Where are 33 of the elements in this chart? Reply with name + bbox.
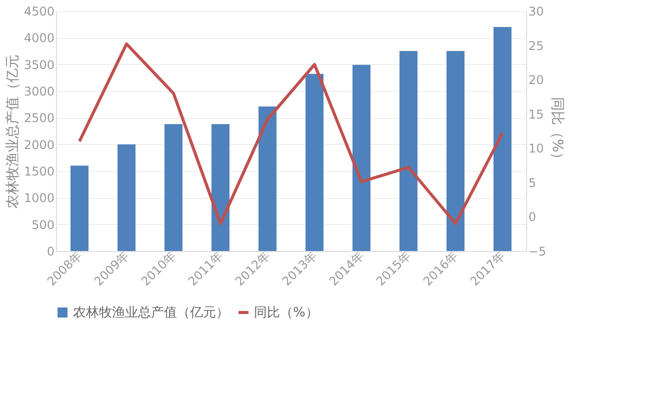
bar: [400, 51, 418, 251]
y-tick-label: 2500: [24, 111, 54, 126]
bar: [118, 144, 136, 251]
bar: [212, 124, 230, 251]
y-tick-label: 3000: [24, 84, 54, 98]
y-axis-title: 农林牧渔业总产值（亿元: [4, 54, 21, 208]
bar: [446, 51, 464, 251]
y2-tick-label: 15: [528, 107, 544, 122]
y-tick-label: 1500: [24, 164, 54, 178]
y2-tick-label: 30: [528, 4, 544, 18]
y2-tick-label: 20: [528, 73, 544, 88]
y2-tick-label: 0: [528, 210, 536, 224]
bar: [494, 27, 512, 251]
bar: [306, 74, 324, 251]
y-tick-label: 1000: [24, 191, 54, 206]
y-tick-label: 0: [46, 244, 54, 258]
y-tick-label: 4500: [24, 4, 54, 18]
bar: [70, 166, 88, 251]
legend-label: 同比（%）: [254, 306, 318, 320]
y-tick-label: 4000: [24, 31, 54, 46]
y2-axis-title: 同比（%）: [549, 96, 566, 166]
bar: [164, 124, 182, 251]
bar: [352, 64, 370, 251]
legend-label: 农林牧渔业总产值（亿元）: [73, 306, 229, 320]
y-tick-label: 3500: [24, 58, 54, 72]
y2-tick-label: −5: [528, 244, 546, 258]
bar: [258, 106, 276, 251]
y2-tick-label: 10: [528, 142, 544, 156]
line-series: [78, 42, 504, 226]
y-tick-label: 2000: [24, 138, 54, 152]
y2-tick-label: 5: [528, 176, 536, 190]
y-tick-label: 500: [32, 218, 54, 232]
y2-tick-label: 25: [528, 38, 544, 53]
